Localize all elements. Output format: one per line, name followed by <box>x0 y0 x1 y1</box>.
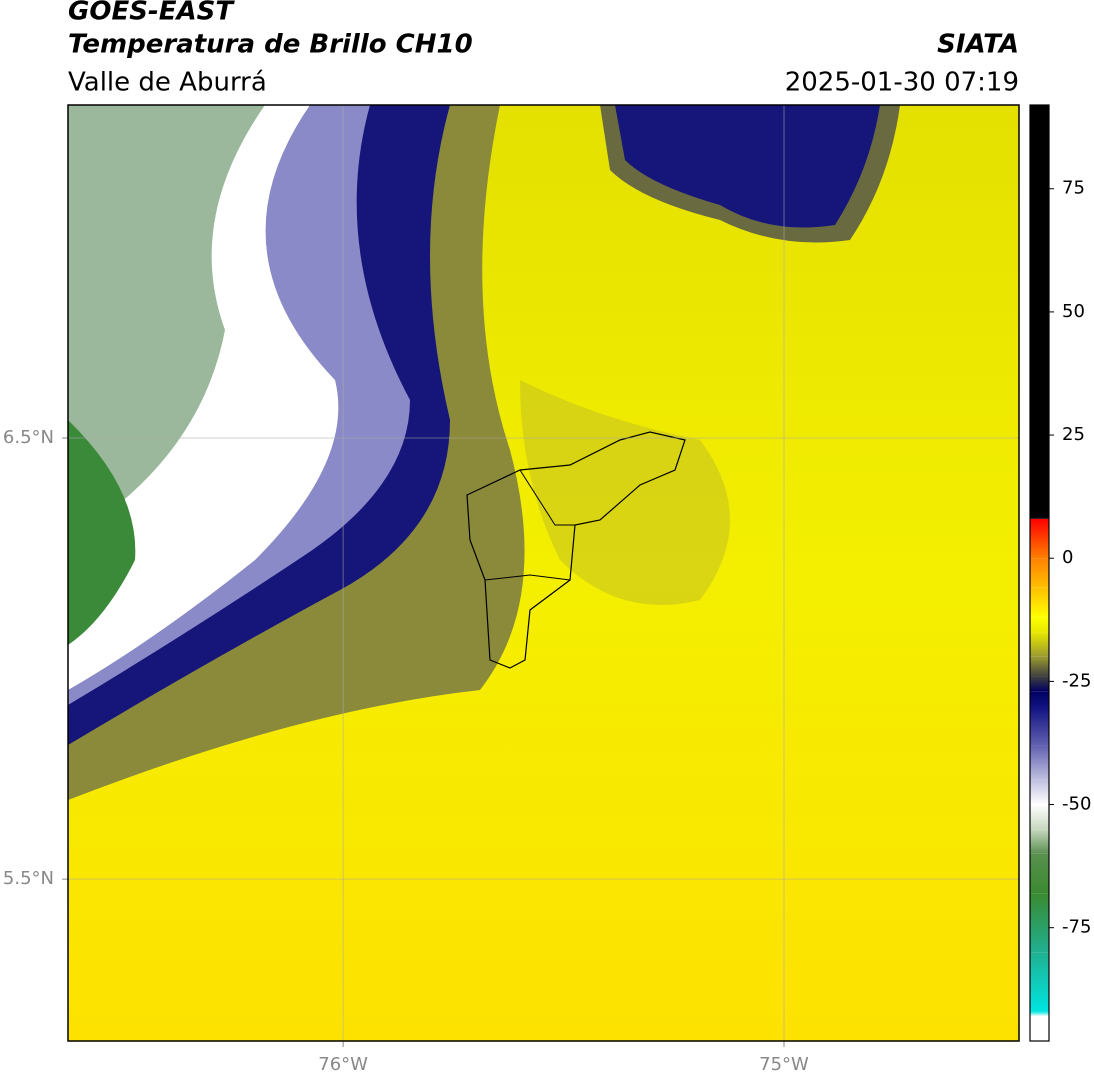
colorbar-tick-label: -75 <box>1062 917 1091 938</box>
colorbar-tick-label: 75 <box>1062 178 1085 199</box>
colorbar-segment <box>1030 745 1049 780</box>
colorbar-segment <box>1030 1011 1049 1017</box>
colorbar-segment <box>1030 1016 1049 1041</box>
grid <box>62 105 1019 1047</box>
title: GOES-EAST <box>68 0 235 27</box>
colorbar-tick-label: 0 <box>1062 547 1073 568</box>
source: SIATA <box>937 30 1019 60</box>
y-tick-label: 5.5°N <box>3 868 54 889</box>
subtitle: Temperatura de Brillo CH10 <box>68 30 473 60</box>
colorbar-segment <box>1030 893 1049 953</box>
colorbar-segment <box>1030 617 1049 633</box>
colorbar <box>1030 105 1054 1041</box>
map-frame <box>67 104 1020 1042</box>
y-tick-label: 6.5°N <box>3 427 54 448</box>
colorbar-tick-label: 25 <box>1062 424 1085 445</box>
satellite-image <box>68 105 1019 1041</box>
region: Valle de Aburrá <box>68 68 267 98</box>
colorbar-segment <box>1030 952 1049 1012</box>
colorbar-segment <box>1030 706 1049 746</box>
colorbar-frame <box>1029 104 1050 1042</box>
x-tick-label: 75°W <box>759 1054 809 1075</box>
colorbar-segment <box>1030 587 1049 618</box>
colorbar-segment <box>1030 518 1049 559</box>
datetime: 2025-01-30 07:19 <box>785 68 1019 98</box>
colorbar-segment <box>1030 676 1049 692</box>
colorbar-segment <box>1030 656 1049 677</box>
colorbar-tick-label: -25 <box>1062 670 1091 691</box>
colorbar-segment <box>1030 853 1049 894</box>
colorbar-segment <box>1030 632 1049 657</box>
colorbar-segment <box>1030 691 1049 707</box>
colorbar-tick-label: -50 <box>1062 794 1091 815</box>
x-tick-label: 76°W <box>318 1054 368 1075</box>
colorbar-segment <box>1030 829 1049 854</box>
colorbar-segment <box>1030 558 1049 588</box>
colorbar-segment <box>1030 804 1049 830</box>
colorbar-segment <box>1030 105 1049 519</box>
colorbar-tick-label: 50 <box>1062 301 1085 322</box>
colorbar-segment <box>1030 779 1049 805</box>
